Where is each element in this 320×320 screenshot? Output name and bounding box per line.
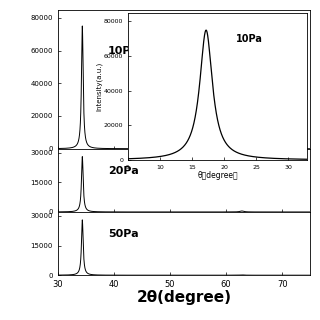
Text: 10Pa: 10Pa [108,46,139,56]
Text: 50Pa: 50Pa [108,229,139,239]
Text: 10Pa: 10Pa [236,34,262,44]
Text: 20Pa: 20Pa [108,166,139,176]
Y-axis label: Intensity(a.u.): Intensity(a.u.) [96,62,102,111]
X-axis label: 2θ(degree): 2θ(degree) [137,291,231,306]
X-axis label: θ（degree）: θ（degree） [197,171,238,180]
